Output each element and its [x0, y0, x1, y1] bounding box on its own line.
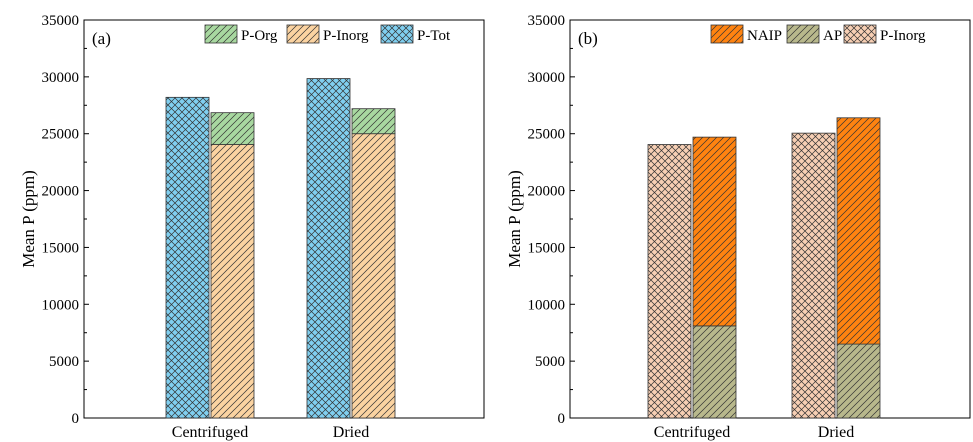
x-tick-label: Centrifuged — [172, 424, 248, 441]
bar-p-org-centrifuged-hatch — [210, 112, 255, 145]
legend-label: AP — [823, 28, 842, 44]
bar-ap-dried-hatch — [836, 343, 881, 419]
legend-item: NAIP — [710, 24, 782, 44]
bars-b — [647, 117, 881, 419]
legend-item: P-Inorg — [286, 24, 369, 44]
x-tick-label: Dried — [818, 424, 854, 441]
bar-p-inorg-dried — [351, 133, 396, 419]
legend-item: P-Tot — [380, 24, 451, 44]
bar-p-org-dried — [351, 108, 396, 135]
bar-p-tot-dried — [306, 78, 351, 419]
y-tick-label: 25000 — [42, 127, 80, 143]
bar-naip-centrifuged-hatch — [692, 136, 737, 327]
y-ticks-a: 0 5000 10000 15000 20000 25000 30000 35000 — [42, 13, 89, 427]
plot-frame-b — [569, 19, 971, 419]
x-tick-label: Centrifuged — [654, 424, 730, 441]
bar-naip-dried — [836, 117, 881, 345]
plot-frame-a — [83, 19, 485, 419]
y-axis-label-a: Mean P (ppm) — [19, 170, 38, 268]
y-ticks-b: 0 5000 10000 15000 20000 25000 30000 35000 — [528, 13, 575, 427]
bar-ap-centrifuged — [692, 325, 737, 419]
legend-swatch — [843, 24, 877, 44]
legend-swatch — [380, 24, 414, 44]
legend-swatch — [204, 24, 238, 44]
bar-p-inorg-centrifuged — [647, 144, 692, 419]
bar-p-inorg-centrifuged — [210, 144, 255, 419]
y-tick-label: 5000 — [535, 354, 565, 370]
bars-a — [165, 78, 396, 419]
legend-label: NAIP — [747, 28, 782, 44]
bar-p-tot-centrifuged-hatch — [165, 96, 210, 419]
legend-label: P-Inorg — [323, 28, 369, 44]
x-tick-label: Dried — [333, 424, 369, 441]
panel-a: (a) Mean P (ppm) 0 5000 10000 15000 20000 250… — [19, 13, 485, 441]
y-axis-label-b: Mean P (ppm) — [505, 170, 524, 268]
y-tick-label: 35000 — [528, 13, 566, 29]
x-tick-labels-b: Centrifuged Dried — [654, 424, 854, 441]
y-tick-label: 35000 — [42, 13, 80, 29]
bar-naip-dried-hatch — [836, 117, 881, 345]
legend-label: P-Inorg — [880, 28, 926, 44]
bar-ap-dried — [836, 343, 881, 419]
panel-b: (b) Mean P (ppm) 0 5000 10000 15000 20000 250… — [505, 13, 971, 441]
bar-p-inorg-centrifuged-hatch — [210, 144, 255, 419]
y-tick-label: 25000 — [528, 127, 566, 143]
y-tick-label: 0 — [558, 411, 566, 427]
legend-swatch — [286, 24, 320, 44]
y-tick-label: 10000 — [42, 297, 80, 313]
bar-p-tot-dried-hatch — [306, 78, 351, 419]
y-tick-label: 5000 — [49, 354, 79, 370]
bar-p-inorg-dried-hatch — [791, 132, 836, 419]
y-tick-label: 15000 — [528, 240, 566, 256]
y-tick-label: 15000 — [42, 240, 80, 256]
bar-p-org-centrifuged — [210, 112, 255, 145]
y-tick-label: 20000 — [42, 184, 80, 200]
panel-label-b: (b) — [578, 29, 598, 48]
bar-naip-centrifuged — [692, 136, 737, 327]
panel-label-a: (a) — [92, 29, 111, 48]
legend-b: NAIP AP P-Inorg — [710, 24, 926, 44]
legend-a: P-Org P-Inorg P-Tot — [204, 24, 451, 44]
y-tick-label: 10000 — [528, 297, 566, 313]
bar-p-tot-centrifuged — [165, 96, 210, 419]
bar-p-org-dried-hatch — [351, 108, 396, 135]
legend-item: P-Org — [204, 24, 278, 44]
legend-item: AP — [786, 24, 842, 44]
legend-swatch — [786, 24, 820, 44]
y-tick-label: 30000 — [528, 70, 566, 86]
y-tick-label: 30000 — [42, 70, 80, 86]
bar-p-inorg-dried-hatch — [351, 133, 396, 419]
legend-label: P-Org — [241, 28, 278, 44]
legend-label: P-Tot — [417, 28, 451, 44]
bar-ap-centrifuged-hatch — [692, 325, 737, 419]
y-tick-label: 0 — [72, 411, 80, 427]
legend-item: P-Inorg — [843, 24, 926, 44]
legend-swatch — [710, 24, 744, 44]
y-tick-label: 20000 — [528, 184, 566, 200]
x-tick-labels-a: Centrifuged Dried — [172, 424, 369, 441]
bar-p-inorg-dried — [791, 132, 836, 419]
bar-p-inorg-centrifuged-hatch — [647, 144, 692, 419]
